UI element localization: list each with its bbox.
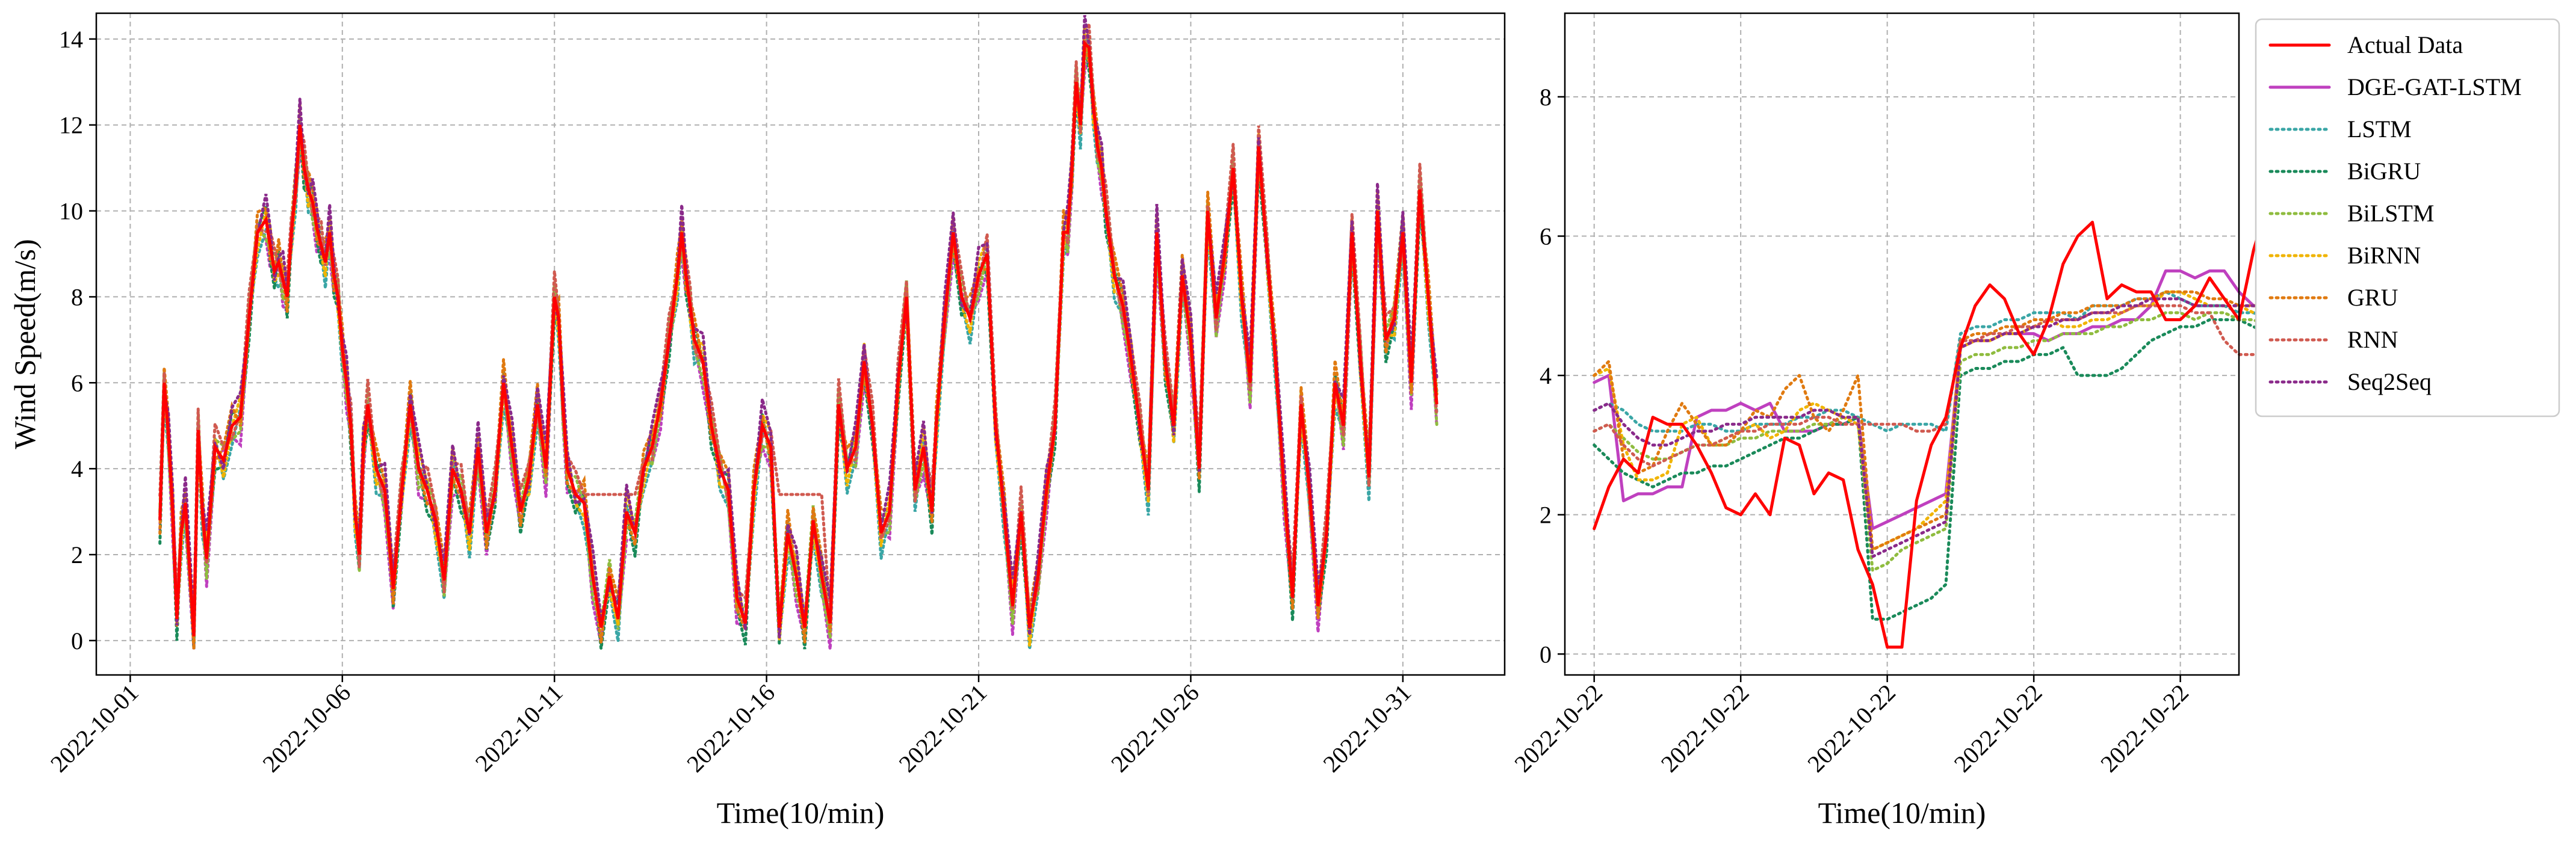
p1-y-tick-label: 0 (71, 627, 83, 654)
p2-y-tick-label: 2 (1540, 502, 1552, 529)
legend: Actual Data DGE-GAT-LSTM LSTM BiGRU BiLSTM Bi… (2255, 18, 2560, 417)
p2-series-line-actual-data (1593, 39, 2314, 649)
p2-y-tick-label: 8 (1540, 84, 1552, 111)
p1-y-tick-label: 6 (71, 369, 83, 396)
legend-items: Actual Data DGE-GAT-LSTM LSTM BiGRU BiLSTM Bi… (2268, 31, 2522, 395)
p1-y-axis-label: Wind Speed(m/s) (8, 239, 42, 449)
legend-label: BiGRU (2347, 158, 2421, 185)
p1-y-tick-label: 4 (71, 455, 83, 482)
p1-series-layer (158, 14, 1438, 650)
p1-y-tick-label: 10 (59, 198, 83, 225)
p2-plot-frame (1564, 12, 2240, 676)
p2-y-ticks: 0 2 4 6 8 (1540, 84, 1565, 668)
legend-label: BiRNN (2347, 242, 2421, 269)
p1-y-tick-label: 2 (71, 541, 83, 568)
p1-y-tick-label: 12 (59, 112, 83, 139)
p1-y-tick-label: 14 (59, 26, 83, 53)
p2-series-line-seq2seq (1593, 297, 2314, 558)
legend-label: LSTM (2347, 115, 2412, 143)
legend-label: GRU (2347, 284, 2398, 311)
p1-series-line-seq2seq (158, 14, 1438, 638)
p2-x-axis-label: Time(10/min) (1818, 796, 1986, 830)
legend-label: RNN (2347, 326, 2398, 353)
p1-plot-frame (95, 12, 1506, 676)
p2-y-tick-label: 0 (1540, 641, 1552, 668)
legend-frame (2255, 18, 2560, 417)
legend-label: BiLSTM (2347, 200, 2434, 227)
p2-series-line-bigru (1593, 318, 2314, 621)
legend-label: DGE-GAT-LSTM (2347, 73, 2522, 100)
p2-series-layer (1593, 39, 2314, 649)
p1-y-ticks: 0 2 4 6 8 10 12 14 (59, 26, 96, 654)
legend-label: Seq2Seq (2347, 368, 2432, 395)
legend-label: Actual Data (2347, 31, 2463, 58)
p1-y-tick-label: 8 (71, 283, 83, 310)
p1-series-line-actual-data (158, 40, 1438, 636)
p2-y-tick-label: 6 (1540, 223, 1552, 250)
p2-gridlines (1565, 13, 2239, 675)
p2-y-tick-label: 4 (1540, 362, 1552, 389)
p1-x-axis-label: Time(10/min) (717, 796, 885, 830)
